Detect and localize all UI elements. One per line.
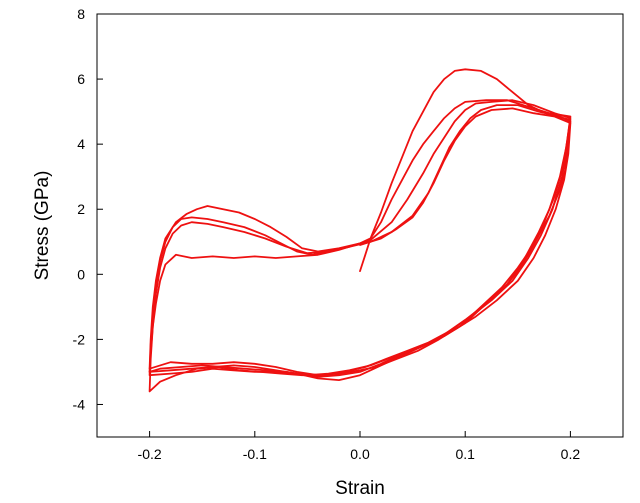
series-line-5 bbox=[148, 107, 572, 377]
series-line-3 bbox=[148, 99, 572, 378]
x-axis: -0.2 -0.1 0.0 0.1 0.2 bbox=[138, 431, 581, 462]
x-tick-label: 0.0 bbox=[350, 446, 370, 462]
y-tick-label: 2 bbox=[77, 201, 85, 217]
y-tick-label: 0 bbox=[77, 266, 85, 282]
x-tick-label: 0.1 bbox=[455, 446, 475, 462]
y-tick-label: 6 bbox=[77, 71, 85, 87]
series-line-2 bbox=[148, 99, 572, 377]
x-tick-label: -0.1 bbox=[243, 446, 267, 462]
y-tick-label: 4 bbox=[77, 136, 85, 152]
series-layer bbox=[148, 68, 572, 393]
y-axis-title: Stress (GPa) bbox=[32, 171, 53, 281]
x-tick-label: 0.2 bbox=[561, 446, 581, 462]
y-tick-label: -4 bbox=[73, 396, 86, 412]
x-tick-label: -0.2 bbox=[138, 446, 162, 462]
y-axis: -4 -2 0 2 4 6 8 bbox=[73, 6, 103, 412]
series-line-4 bbox=[148, 104, 572, 393]
x-axis-title: Strain bbox=[335, 478, 385, 499]
y-tick-label: -2 bbox=[73, 331, 86, 347]
y-tick-label: 8 bbox=[77, 6, 85, 22]
